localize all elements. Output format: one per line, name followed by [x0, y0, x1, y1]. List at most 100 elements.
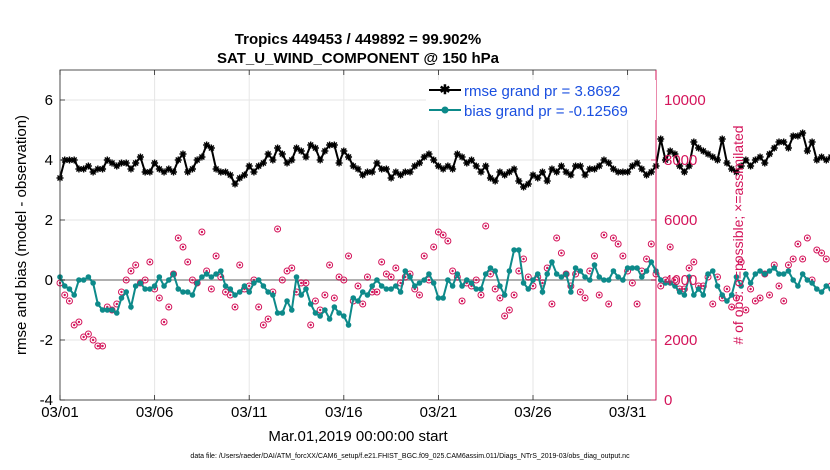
obs-possible-marker	[155, 294, 163, 302]
obs-assimilated-marker	[621, 254, 625, 258]
rmse-point	[397, 171, 405, 179]
rmse-point	[449, 165, 457, 173]
bias-point	[99, 307, 106, 313]
obs-possible-marker	[345, 252, 353, 260]
obs-assimilated-marker	[815, 248, 819, 252]
obs-possible-marker	[146, 258, 154, 266]
bias-point	[804, 277, 811, 283]
obs-possible-marker	[647, 240, 655, 248]
rmse-point	[822, 156, 830, 164]
bias-point	[440, 295, 446, 301]
obs-possible-marker	[775, 282, 783, 290]
rmse-point	[349, 162, 357, 170]
obs-assimilated-marker	[602, 233, 606, 237]
obs-possible-marker	[595, 291, 603, 299]
obs-assimilated-marker	[162, 320, 166, 324]
bias-point	[497, 283, 503, 289]
obs-assimilated-marker	[687, 266, 691, 270]
bias-point	[227, 286, 234, 292]
obs-assimilated-marker	[214, 254, 218, 258]
obs-possible-marker	[458, 297, 466, 305]
rmse-point	[264, 150, 272, 158]
bias-point	[430, 280, 437, 286]
y2-tick-label: 6000	[664, 212, 697, 229]
rmse-point	[737, 162, 745, 170]
obs-assimilated-marker	[739, 260, 743, 264]
obs-assimilated-marker	[503, 314, 506, 318]
obs-assimilated-marker	[801, 257, 804, 261]
bias-point	[132, 283, 139, 289]
y-tick-label: 6	[45, 92, 53, 109]
obs-possible-marker	[141, 276, 149, 284]
bias-point	[525, 286, 532, 292]
obs-assimilated-marker	[423, 254, 426, 258]
bias-point	[118, 295, 125, 301]
obs-assimilated-marker	[668, 245, 672, 249]
obs-possible-marker	[491, 285, 499, 293]
bias-point	[724, 298, 730, 304]
bias-point	[298, 292, 305, 298]
obs-possible-marker	[127, 267, 135, 275]
obs-assimilated-marker	[158, 296, 161, 300]
rmse-point	[486, 174, 494, 182]
rmse-point	[784, 144, 792, 152]
y2-tick-label: 10000	[664, 92, 706, 109]
rmse-point	[113, 162, 121, 170]
obs-assimilated-marker	[91, 338, 95, 342]
rmse-point	[761, 159, 769, 167]
x-tick-labels: 03/01 03/06 03/11 03/16 03/21 03/26 03/31	[41, 404, 646, 421]
bias-point	[662, 280, 669, 286]
obs-possible-marker	[420, 252, 428, 260]
bias-point	[76, 277, 82, 283]
bias-point	[374, 277, 380, 283]
bias-point	[364, 292, 371, 298]
obs-possible-marker	[94, 342, 102, 350]
rmse-point	[411, 162, 419, 170]
obs-assimilated-marker	[125, 278, 128, 282]
bias-point	[629, 265, 636, 271]
obs-possible-marker	[557, 249, 565, 257]
obs-possible-marker	[619, 252, 627, 260]
rmse-point	[704, 150, 712, 158]
obs-possible-marker	[501, 312, 509, 320]
obs-assimilated-marker	[370, 290, 374, 294]
obs-possible-marker	[307, 321, 315, 329]
obs-assimilated-marker	[418, 293, 421, 297]
obs-assimilated-marker	[186, 260, 189, 264]
obs-assimilated-marker	[796, 242, 800, 246]
bias-point	[785, 268, 792, 274]
y2-tick-label: 2000	[664, 332, 697, 349]
y2-tick-label: 8000	[664, 152, 697, 169]
obs-assimilated-marker	[229, 293, 232, 297]
bias-point	[411, 283, 418, 289]
rmse-point	[747, 162, 755, 170]
bias-point	[208, 274, 215, 280]
bias-point	[213, 271, 219, 277]
bias-point	[222, 283, 229, 289]
bias-point	[270, 292, 276, 298]
obs-possible-marker	[179, 243, 187, 251]
bias-point	[397, 289, 404, 295]
rmse-point	[638, 165, 646, 173]
obs-assimilated-marker	[711, 302, 714, 306]
obs-possible-marker	[591, 252, 599, 260]
rmse-point	[609, 165, 617, 173]
rmse-point	[84, 162, 92, 170]
rmse-point	[226, 171, 234, 179]
obs-possible-marker	[756, 294, 764, 302]
bias-point	[274, 310, 281, 316]
y2-tick-label: 0	[664, 392, 672, 409]
obs-possible-marker	[671, 276, 679, 284]
obs-assimilated-marker	[385, 272, 388, 276]
obs-possible-marker	[264, 315, 272, 323]
bias-point	[473, 286, 480, 292]
rmse-point	[250, 168, 258, 176]
bias-point	[293, 274, 300, 280]
bias-point	[691, 292, 697, 298]
bias-point	[516, 247, 522, 253]
rmse-point	[477, 168, 485, 176]
obs-possible-marker	[548, 300, 556, 308]
rmse-point	[335, 159, 343, 167]
rmse-point	[283, 159, 291, 167]
bias-point	[795, 283, 801, 289]
